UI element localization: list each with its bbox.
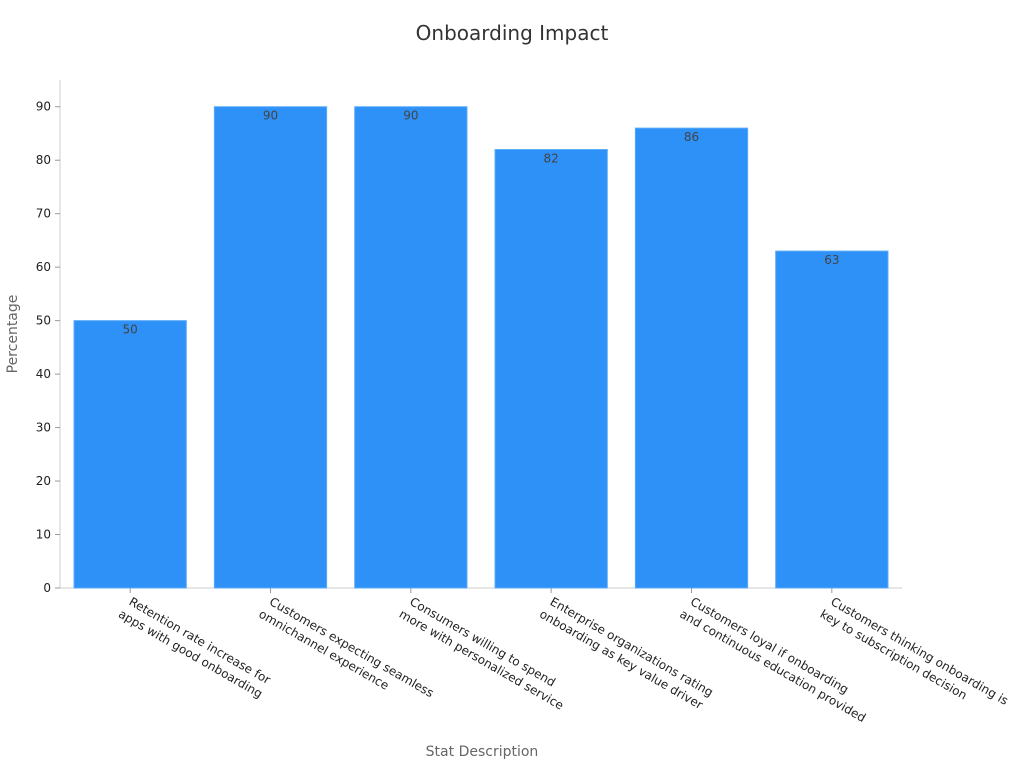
- bar: [73, 320, 187, 589]
- y-tick-label: 50: [36, 314, 51, 328]
- bar: [634, 127, 749, 589]
- bar-value-label: 90: [403, 109, 418, 123]
- y-tick-label: 40: [36, 367, 51, 381]
- bar-value-label: 82: [544, 152, 559, 166]
- y-tick-label: 20: [36, 474, 51, 488]
- y-tick-label: 90: [36, 100, 51, 114]
- y-tick-label: 10: [36, 528, 51, 542]
- bar: [494, 149, 608, 589]
- y-tick-label: 70: [36, 207, 51, 221]
- bar-value-label: 50: [123, 323, 138, 337]
- bar-value-label: 90: [263, 109, 278, 123]
- x-axis-title: Stat Description: [426, 744, 539, 760]
- x-category-label: Retention rate increase forapps with goo…: [116, 593, 273, 701]
- y-tick-label: 60: [36, 260, 51, 274]
- y-axis-title: Percentage: [5, 295, 21, 374]
- plot-area: 0 10 20 30 40 50 60 70 80 90 50 Retention rate incr…: [36, 80, 1011, 725]
- bar: [775, 250, 889, 589]
- y-tick-label: 0: [43, 581, 51, 595]
- bar: [213, 106, 328, 589]
- y-tick-label: 30: [36, 421, 51, 435]
- bar-value-label: 86: [684, 130, 699, 144]
- bar-value-label: 63: [824, 253, 839, 267]
- y-tick-label: 80: [36, 153, 51, 167]
- bar: [354, 106, 468, 589]
- chart-title: Onboarding Impact: [416, 21, 609, 45]
